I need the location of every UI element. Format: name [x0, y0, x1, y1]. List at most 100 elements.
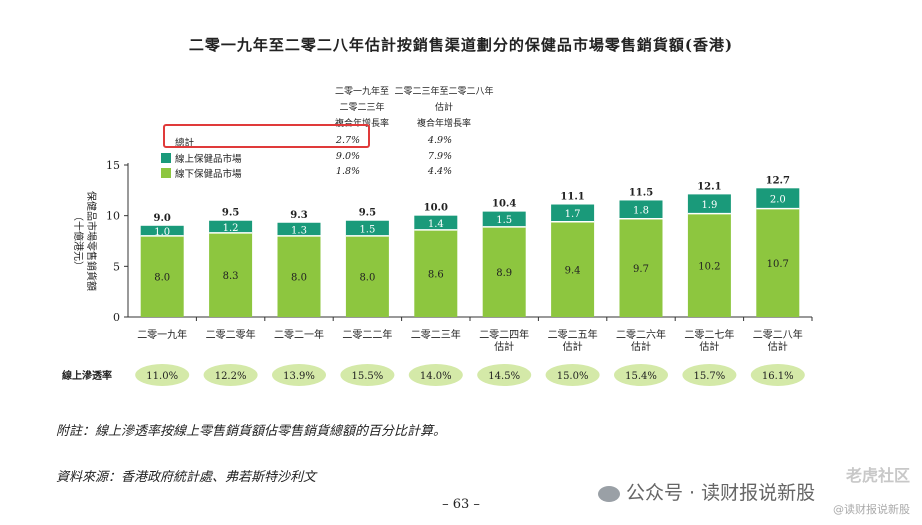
- online-cagr-2: 7.9%: [427, 151, 453, 162]
- wechat-icon: [598, 485, 620, 502]
- penetration-pill: [545, 364, 600, 386]
- bar-online: [482, 211, 526, 227]
- bar-online: [687, 194, 731, 214]
- total-value-label: 12.7: [766, 175, 790, 186]
- x-tick-label: 二零二二年: [342, 328, 392, 341]
- bar-online: [619, 200, 663, 219]
- footnote: 附註：線上滲透率按線上零售銷貨額佔零售銷貨總額的百分比計算。: [56, 424, 447, 439]
- x-tick-label: 二零二三年: [411, 328, 461, 341]
- online-value-label: 1.4: [428, 219, 444, 230]
- y-axis-label: 保健品市場零售銷貨額（十億港元）: [72, 191, 98, 291]
- bar-offline: [619, 218, 663, 317]
- offline-cagr-1: 1.8%: [335, 166, 361, 177]
- row-label-total: 總計: [175, 138, 195, 149]
- penetration-pill: [272, 364, 326, 386]
- bar-offline: [209, 232, 253, 317]
- x-tick-label: 二零一九年: [137, 328, 187, 341]
- penetration-pill: [477, 364, 532, 386]
- offline-value-label: 8.0: [154, 272, 170, 283]
- bar-online: [414, 215, 458, 230]
- penetration-pill: [408, 364, 463, 386]
- y-axis-label-line: （十億港元）: [72, 211, 85, 271]
- penetration-value: 15.5%: [352, 371, 384, 382]
- chart-title: 二零一九年至二零二八年估計按銷售渠道劃分的保健品市場零售銷貨額(香港): [188, 36, 734, 54]
- total-value-label: 9.5: [222, 208, 239, 219]
- y-tick-label: 10: [106, 210, 120, 223]
- total-value-label: 10.0: [424, 203, 448, 214]
- bar-online: [756, 188, 800, 209]
- online-value-label: 1.9: [701, 200, 717, 211]
- online-value-label: 1.8: [633, 206, 649, 217]
- total-value-label: 10.4: [492, 199, 516, 210]
- penetration-value: 12.2%: [215, 371, 247, 382]
- offline-value-label: 8.0: [359, 272, 375, 283]
- online-value-label: 1.0: [154, 227, 170, 238]
- online-value-label: 1.5: [359, 224, 375, 235]
- bar-offline: [551, 221, 595, 317]
- bar-offline: [414, 229, 458, 317]
- watermark-text: 公众号 · 读财报说新股: [626, 482, 816, 504]
- header-line: 二零二三年至二零二八年: [394, 87, 494, 97]
- penetration-value: 14.0%: [420, 371, 452, 382]
- total-cagr-2: 4.9%: [427, 135, 453, 146]
- total-value-label: 9.5: [359, 208, 376, 219]
- x-tick-label: 二零二四年: [479, 328, 529, 341]
- x-tick-label: 二零二零年: [206, 328, 256, 341]
- bar-chart: 0 5 10 15 保健品市場零售銷貨額（十億港元） 8.0 1.0 9.0 二零一九年 11.0…: [62, 159, 813, 386]
- penetration-value: 11.0%: [146, 371, 178, 382]
- offline-value-label: 10.7: [767, 259, 789, 270]
- highlight-box: [163, 124, 370, 148]
- legend-label-offline: 線下保健品市場: [175, 169, 242, 180]
- bar-online: [345, 220, 389, 236]
- penetration-value: 14.5%: [488, 371, 520, 382]
- bar-online: [209, 220, 253, 233]
- bar-offline: [277, 235, 321, 317]
- watermark: 公众号 · 读财报说新股: [598, 478, 815, 505]
- cagr-header-2023-2028: 二零二三年至二零二八年 估計 複合年增長率: [382, 84, 506, 132]
- offline-value-label: 8.0: [291, 272, 307, 283]
- penetration-pill: [750, 364, 805, 386]
- y-tick-label: 5: [113, 260, 120, 273]
- x-tick-label: 估計: [699, 340, 719, 353]
- total-value-label: 12.1: [697, 181, 721, 192]
- x-tick-label: 估計: [631, 340, 651, 353]
- offline-value-label: 8.9: [496, 268, 512, 279]
- penetration-value: 15.7%: [694, 371, 726, 382]
- total-value-label: 9.3: [290, 210, 307, 221]
- bar-offline: [756, 208, 800, 317]
- penetration-pill: [135, 364, 190, 386]
- penetration-label: 線上滲透率: [62, 369, 112, 382]
- y-axis-label-line: 保健品市場零售銷貨額: [85, 191, 98, 291]
- cagr-table: 二零一九年至 二零二三年 複合年增長率 二零二三年至二零二八年 估計 複合年增長…: [0, 0, 922, 200]
- bar-offline: [687, 213, 731, 317]
- offline-value-label: 8.6: [428, 269, 444, 280]
- legend-swatch-offline: [161, 168, 171, 178]
- online-value-label: 1.7: [565, 209, 581, 220]
- penetration-value: 15.0%: [557, 371, 589, 382]
- offline-value-label: 10.2: [698, 261, 720, 272]
- watermark-handle: @读财报说新股: [833, 503, 910, 516]
- offline-value-label: 9.4: [565, 265, 581, 276]
- total-cagr-1: 2.7%: [335, 135, 361, 146]
- bar-online: [277, 222, 321, 236]
- penetration-value: 13.9%: [283, 371, 315, 382]
- y-tick-label: 15: [106, 159, 120, 172]
- header-line: 估計: [434, 103, 453, 113]
- penetration-value: 16.1%: [762, 371, 794, 382]
- source-note: 資料來源：香港政府統計處、弗若斯特沙利文: [56, 470, 317, 485]
- total-value-label: 9.0: [153, 213, 170, 224]
- x-tick-label: 二零二八年: [753, 328, 803, 341]
- bar-offline: [140, 235, 184, 317]
- x-tick-label: 二零二七年: [684, 328, 734, 341]
- x-tick-label: 二零二六年: [616, 328, 666, 341]
- total-value-label: 11.1: [560, 192, 584, 203]
- x-tick-label: 估計: [768, 340, 788, 353]
- x-tick-label: 估計: [563, 340, 583, 353]
- x-tick-label: 估計: [494, 340, 514, 353]
- penetration-pill: [682, 364, 737, 386]
- bar-online: [551, 204, 595, 222]
- x-tick-label: 二零二一年: [274, 328, 324, 341]
- offline-value-label: 8.3: [223, 271, 239, 282]
- header-line: 複合年增長率: [416, 119, 471, 129]
- total-value-label: 11.5: [629, 187, 653, 198]
